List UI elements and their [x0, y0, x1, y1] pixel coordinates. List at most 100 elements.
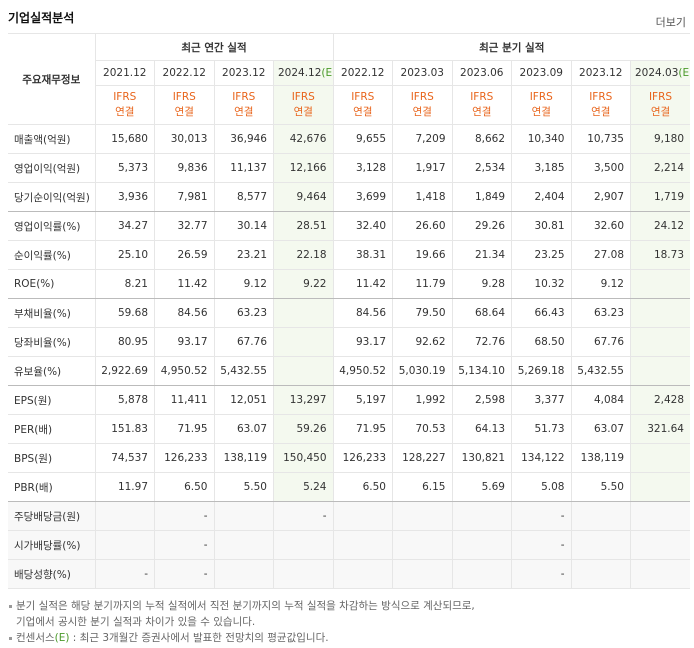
cell	[630, 530, 690, 560]
cell: 5.69	[451, 472, 512, 502]
ifrs: IFRS	[648, 91, 673, 103]
period-date: 2023.03	[400, 67, 444, 79]
cell: 66.43	[511, 298, 572, 328]
data-row: 배당성향(%) - - -	[8, 559, 690, 589]
cell: 18.73	[630, 240, 690, 270]
cell	[630, 559, 690, 589]
row-label: PER(배)	[8, 414, 96, 444]
cell	[451, 559, 512, 589]
cell: 4,084	[570, 385, 631, 415]
cell: 28.51	[273, 211, 334, 241]
cell: 134,122	[511, 443, 572, 473]
cell: 38.31	[332, 240, 393, 270]
note-line: 분기 실적은 해당 분기까지의 누적 실적에서 직전 분기까지의 누적 실적을 …	[16, 600, 475, 612]
cell	[630, 472, 690, 502]
period: 2021.12	[95, 60, 155, 86]
cell: 3,699	[332, 182, 393, 212]
note-lead: 컨센서스	[16, 632, 55, 644]
period: 2023.03	[392, 60, 453, 86]
cell: 93.17	[154, 327, 215, 357]
cell: 9,180	[630, 124, 690, 154]
cell	[630, 501, 690, 531]
row-label: 주당배당금(원)	[8, 501, 96, 531]
cell: 72.76	[451, 327, 512, 357]
cell	[273, 327, 334, 357]
cell: 5,269.18	[511, 356, 572, 386]
cell: 138,119	[570, 443, 631, 473]
cell: 2,598	[451, 385, 512, 415]
cell	[392, 559, 453, 589]
cell: 79.50	[392, 298, 453, 328]
scope: 연결	[353, 106, 373, 118]
cell: 3,500	[570, 153, 631, 183]
cell: 12,166	[273, 153, 334, 183]
cell: 2,922.69	[94, 356, 155, 386]
standard: IFRS 연결	[273, 85, 334, 125]
row-label: 순이익률(%)	[8, 240, 96, 270]
cell	[332, 530, 393, 560]
cell: 70.53	[392, 414, 453, 444]
data-row: EPS(원) 5,878 11,411 12,051 13,297 5,197 1,992 2…	[8, 385, 690, 415]
ifrs: IFRS	[291, 91, 315, 103]
period-date: 2023.06	[460, 67, 504, 79]
cell: 5,432.55	[570, 356, 631, 386]
header-row: 주요재무정보 최근 연간 실적 최근 분기 실적	[8, 33, 690, 125]
cell: 11,137	[213, 153, 274, 183]
cell: 26.60	[392, 211, 453, 241]
standard: IFRS 연결	[570, 85, 631, 125]
cell: 6.15	[392, 472, 453, 502]
row-label: 배당성향(%)	[8, 559, 96, 589]
cell: 24.12	[630, 211, 690, 241]
period: 2023.06	[451, 60, 512, 86]
note-mark: (E)	[54, 632, 70, 644]
cell: 12,051	[213, 385, 274, 415]
ifrs: IFRS	[410, 91, 434, 103]
period-date: 2022.12	[341, 67, 385, 79]
standard: IFRS 연결	[511, 85, 572, 125]
cell: 93.17	[332, 327, 393, 357]
standard: IFRS 연결	[213, 85, 274, 125]
cell: 67.76	[570, 327, 631, 357]
cell: -	[154, 501, 215, 531]
cell: 5,030.19	[392, 356, 453, 386]
scope: 연결	[412, 106, 432, 118]
cell: 1,917	[392, 153, 453, 183]
cell: 130,821	[451, 443, 512, 473]
more-link[interactable]: 더보기	[655, 16, 686, 29]
cell: 30.81	[511, 211, 572, 241]
row-label: 영업이익률(%)	[8, 211, 96, 241]
cell: 30,013	[154, 124, 215, 154]
cell: 6.50	[332, 472, 393, 502]
cell: 92.62	[392, 327, 453, 357]
cell	[213, 501, 274, 531]
data-row: 영업이익률(%) 34.27 32.77 30.14 28.51 32.40 26.60 29…	[8, 211, 690, 241]
cell	[213, 559, 274, 589]
cell: 22.18	[273, 240, 334, 270]
cell: 15,680	[94, 124, 155, 154]
data-row: 시가배당률(%) - -	[8, 530, 690, 560]
ifrs: IFRS	[589, 91, 613, 103]
cell: 32.60	[570, 211, 631, 241]
cell: 8,662	[451, 124, 512, 154]
cell: 7,209	[392, 124, 453, 154]
cell	[570, 530, 631, 560]
scope: 연결	[293, 106, 313, 118]
data-row: ROE(%) 8.21 11.42 9.12 9.22 11.42 11.79 9.28 10.…	[8, 269, 690, 299]
cell	[273, 559, 334, 589]
corner: 주요재무정보	[8, 33, 96, 125]
cell: 150,450	[273, 443, 334, 473]
cell: 9,655	[332, 124, 393, 154]
cell: 3,185	[511, 153, 572, 183]
period: 2023.12	[213, 60, 274, 86]
cell: 10,735	[570, 124, 631, 154]
cell: 151.83	[94, 414, 155, 444]
cell: 2,214	[630, 153, 690, 183]
standard: IFRS 연결	[95, 85, 155, 125]
row-label: 당기순이익(억원)	[8, 182, 96, 212]
cell	[94, 501, 155, 531]
period: 2022.12	[332, 60, 393, 86]
cell: 2,428	[630, 385, 690, 415]
standard: IFRS 연결	[451, 85, 512, 125]
cell: 80.95	[94, 327, 155, 357]
cell: 27.08	[570, 240, 631, 270]
